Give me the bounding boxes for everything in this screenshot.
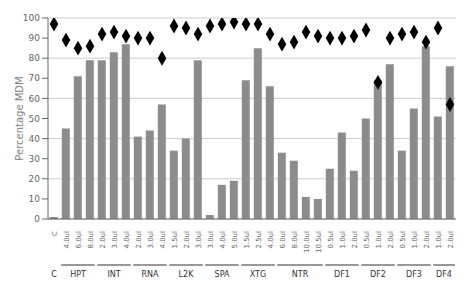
svg-text:2.0ul: 2.0ul [387, 231, 395, 249]
svg-text:1.0ul: 1.0ul [435, 231, 443, 249]
svg-text:4.0ul: 4.0ul [123, 231, 131, 249]
svg-text:3.0ul: 3.0ul [111, 231, 119, 249]
svg-text:2.0ul: 2.0ul [135, 231, 143, 249]
svg-text:6.0ul: 6.0ul [279, 231, 287, 249]
svg-text:2.0ul: 2.0ul [99, 231, 107, 249]
svg-text:40: 40 [29, 134, 41, 144]
svg-text:10.0ul: 10.0ul [303, 231, 311, 253]
svg-text:6.0ul: 6.0ul [75, 231, 83, 249]
svg-text:0.5ul: 0.5ul [363, 231, 371, 249]
svg-text:2.5ul: 2.5ul [255, 231, 263, 249]
svg-text:L2K: L2K [179, 270, 195, 279]
svg-text:4.0ul: 4.0ul [159, 231, 167, 249]
svg-text:2.0ul: 2.0ul [351, 231, 359, 249]
svg-text:1.0ul: 1.0ul [375, 231, 383, 249]
svg-text:0.5ul: 0.5ul [399, 231, 407, 249]
svg-text:5.0ul: 5.0ul [231, 231, 239, 249]
svg-text:C: C [51, 270, 57, 279]
svg-text:1.0ul: 1.0ul [339, 231, 347, 249]
svg-text:2.0ul: 2.0ul [423, 231, 431, 249]
svg-text:HPT: HPT [70, 270, 86, 279]
svg-text:1.5ul: 1.5ul [171, 231, 179, 249]
svg-text:60: 60 [29, 94, 41, 104]
svg-text:0: 0 [34, 214, 40, 224]
svg-text:50: 50 [29, 114, 41, 124]
svg-text:4.0ul: 4.0ul [219, 231, 227, 249]
svg-text:1.0ul: 1.0ul [411, 231, 419, 249]
svg-text:3.0ul: 3.0ul [207, 231, 215, 249]
svg-text:70: 70 [29, 73, 41, 83]
svg-text:XTG: XTG [250, 270, 266, 279]
svg-text:10: 10 [29, 194, 41, 204]
svg-text:3.0ul: 3.0ul [195, 231, 203, 249]
svg-text:DF4: DF4 [436, 270, 452, 279]
svg-text:Percentage MDM: Percentage MDM [14, 76, 25, 160]
svg-text:C: C [51, 231, 59, 236]
svg-text:DF3: DF3 [406, 270, 422, 279]
svg-text:DF1: DF1 [334, 270, 350, 279]
svg-text:100: 100 [23, 13, 40, 23]
svg-text:8.0ul: 8.0ul [87, 231, 95, 249]
svg-text:4.0ul: 4.0ul [63, 231, 71, 249]
svg-text:8.0ul: 8.0ul [291, 231, 299, 249]
svg-text:DF2: DF2 [370, 270, 386, 279]
svg-text:SPA: SPA [215, 270, 230, 279]
svg-text:2.0ul: 2.0ul [183, 231, 191, 249]
svg-text:4.0ul: 4.0ul [267, 231, 275, 249]
svg-text:INT: INT [107, 270, 120, 279]
svg-text:NTR: NTR [292, 270, 309, 279]
svg-text:30: 30 [29, 154, 41, 164]
svg-text:3.0ul: 3.0ul [147, 231, 155, 249]
svg-text:0.5ul: 0.5ul [327, 231, 335, 249]
svg-text:2.0ul: 2.0ul [447, 231, 455, 249]
svg-text:1.5ul: 1.5ul [243, 231, 251, 249]
svg-text:10.5ul: 10.5ul [315, 231, 323, 253]
svg-text:80: 80 [29, 53, 41, 63]
svg-text:RNA: RNA [141, 270, 159, 279]
svg-text:90: 90 [29, 33, 41, 43]
svg-text:20: 20 [29, 174, 41, 184]
